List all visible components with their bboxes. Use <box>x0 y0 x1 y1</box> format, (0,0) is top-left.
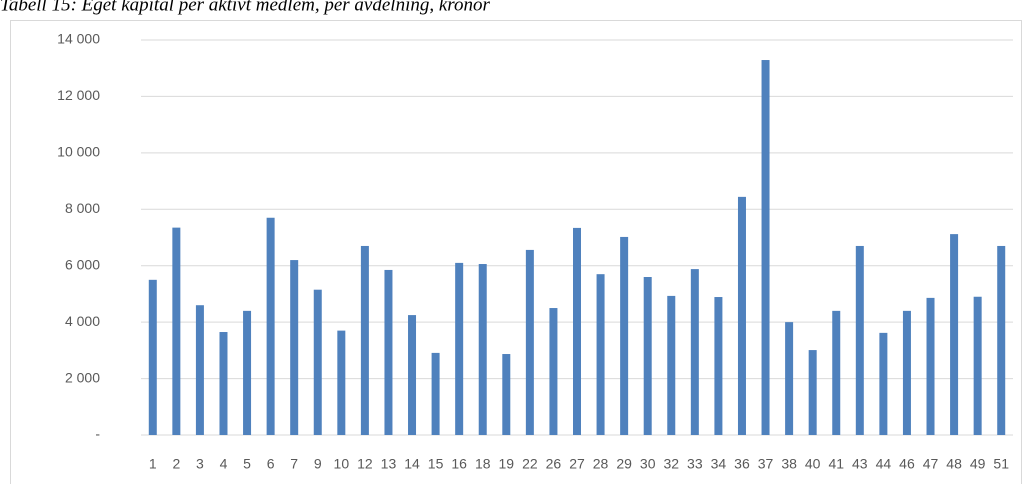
bar <box>690 269 699 435</box>
bar <box>148 279 157 435</box>
x-tick-label: 15 <box>428 456 444 472</box>
chart-title: Tabell 15: Eget kapital per aktivt medle… <box>0 0 490 15</box>
x-tick-label: 49 <box>970 456 986 472</box>
bar <box>525 249 534 435</box>
bar <box>855 245 864 435</box>
y-tick-label: 10 000 <box>57 144 100 160</box>
x-tick-label: 51 <box>993 456 1009 472</box>
bar <box>478 264 487 435</box>
bar <box>785 322 794 435</box>
y-tick-label: 14 000 <box>57 31 100 47</box>
y-tick-label: 8 000 <box>65 200 100 216</box>
x-tick-label: 14 <box>404 456 420 472</box>
bar <box>973 296 982 435</box>
bar <box>290 260 299 435</box>
bar <box>384 269 393 435</box>
bar <box>195 305 204 435</box>
x-tick-label: 46 <box>899 456 915 472</box>
bar <box>761 60 770 436</box>
x-tick-label: 16 <box>451 456 467 472</box>
bar <box>549 308 558 435</box>
bar <box>219 332 228 435</box>
bar <box>902 310 911 435</box>
bar <box>360 245 369 435</box>
x-tick-label: 2 <box>172 456 180 472</box>
y-tick-label: 12 000 <box>57 87 100 103</box>
bar <box>950 234 959 435</box>
x-tick-label: 1 <box>149 456 157 472</box>
x-tick-label: 37 <box>758 456 774 472</box>
bar <box>313 289 322 435</box>
bar <box>997 245 1006 435</box>
y-tick-label: 4 000 <box>65 313 100 329</box>
bar <box>431 352 440 435</box>
bar <box>573 227 581 435</box>
chart-frame <box>10 20 1022 484</box>
x-tick-label: 43 <box>852 456 868 472</box>
bar <box>172 227 181 435</box>
bar <box>808 350 817 435</box>
y-tick-label: 6 000 <box>65 256 100 272</box>
x-tick-label: 44 <box>876 456 892 472</box>
x-tick-label: 29 <box>616 456 632 472</box>
bar <box>455 262 464 435</box>
bar <box>408 315 417 435</box>
x-tick-label: 41 <box>828 456 844 472</box>
x-tick-label: 5 <box>243 456 251 472</box>
y-tick-label: - <box>95 426 100 442</box>
x-tick-label: 22 <box>522 456 538 472</box>
x-tick-label: 30 <box>640 456 656 472</box>
bar <box>502 354 511 435</box>
bar <box>643 277 652 435</box>
x-tick-label: 12 <box>357 456 373 472</box>
bar <box>737 196 746 435</box>
x-tick-label: 19 <box>499 456 515 472</box>
x-tick-label: 28 <box>593 456 609 472</box>
x-tick-label: 7 <box>290 456 298 472</box>
x-tick-label: 33 <box>687 456 703 472</box>
bar <box>926 297 935 435</box>
x-tick-label: 13 <box>381 456 397 472</box>
bar <box>337 330 346 435</box>
x-tick-label: 10 <box>334 456 350 472</box>
x-tick-label: 40 <box>805 456 821 472</box>
x-tick-label: 9 <box>314 456 322 472</box>
bar <box>879 332 888 435</box>
y-tick-label: 2 000 <box>65 369 100 385</box>
x-tick-label: 3 <box>196 456 204 472</box>
x-tick-label: 4 <box>220 456 228 472</box>
x-tick-label: 38 <box>781 456 797 472</box>
x-tick-label: 32 <box>663 456 679 472</box>
bar <box>596 274 605 435</box>
x-tick-label: 27 <box>569 456 585 472</box>
x-tick-label: 48 <box>946 456 962 472</box>
bar <box>620 236 629 435</box>
x-tick-label: 36 <box>734 456 750 472</box>
x-tick-label: 34 <box>711 456 727 472</box>
bar <box>266 217 275 435</box>
bar <box>243 310 252 435</box>
x-tick-label: 18 <box>475 456 491 472</box>
x-tick-label: 6 <box>267 456 275 472</box>
bar <box>667 295 676 435</box>
bar <box>714 297 723 435</box>
bar <box>832 310 841 435</box>
x-tick-label: 47 <box>923 456 939 472</box>
x-tick-label: 26 <box>546 456 562 472</box>
